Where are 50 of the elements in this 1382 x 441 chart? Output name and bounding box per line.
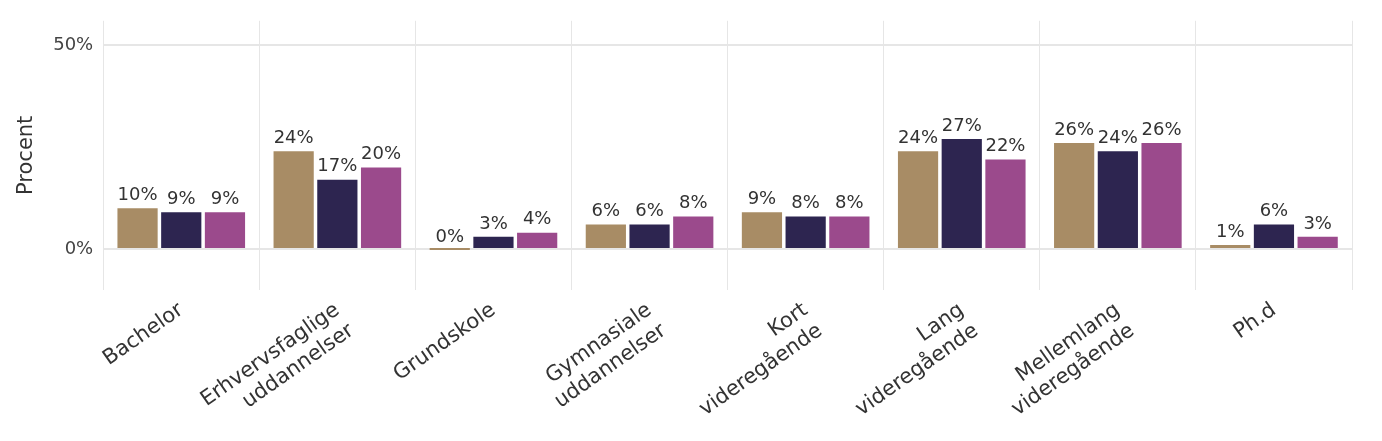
data-label: 3% (479, 211, 508, 233)
bar (941, 139, 982, 249)
bar (829, 216, 870, 249)
data-label: 9% (747, 187, 777, 209)
data-label: 22% (985, 134, 1026, 156)
data-label: 1% (1215, 219, 1245, 241)
bar (673, 216, 714, 249)
bar (360, 167, 402, 249)
y-tick-label: 50% (53, 32, 94, 54)
bar (585, 224, 626, 249)
data-label: 6% (1259, 199, 1289, 221)
bar (785, 216, 826, 249)
bar (1253, 224, 1295, 249)
data-label: 9% (166, 187, 196, 209)
bar (1141, 143, 1182, 249)
data-label: 24% (273, 125, 314, 147)
bar (629, 224, 670, 249)
data-label: 6% (591, 199, 621, 221)
bar (1210, 244, 1251, 249)
data-label: 9% (210, 187, 240, 209)
data-label: 24% (898, 125, 939, 147)
bar (985, 159, 1026, 249)
data-label: 26% (1054, 117, 1095, 139)
y-axis-title: Procent (13, 115, 38, 195)
bar (1297, 236, 1338, 249)
bar (1097, 151, 1138, 249)
data-label: 26% (1141, 117, 1182, 139)
bar (897, 151, 939, 249)
bar (161, 212, 202, 249)
data-label: 10% (117, 182, 158, 204)
data-label: 8% (678, 191, 708, 213)
data-label: 20% (361, 142, 402, 164)
data-label: 6% (635, 199, 664, 221)
data-label: 0% (435, 224, 465, 246)
bar (204, 212, 246, 249)
bar (117, 208, 158, 249)
bar (517, 232, 558, 249)
data-label: 3% (1303, 211, 1332, 233)
data-label: 8% (791, 191, 820, 213)
data-label: 4% (522, 207, 552, 229)
bar (473, 236, 514, 249)
bar (317, 179, 358, 249)
bar (273, 151, 314, 249)
data-label: 8% (835, 191, 864, 213)
data-label: 24% (1097, 125, 1138, 147)
data-label: 17% (317, 154, 358, 176)
bar (741, 212, 783, 249)
bar (429, 248, 470, 251)
data-label: 27% (941, 113, 982, 135)
bar (1054, 143, 1095, 249)
